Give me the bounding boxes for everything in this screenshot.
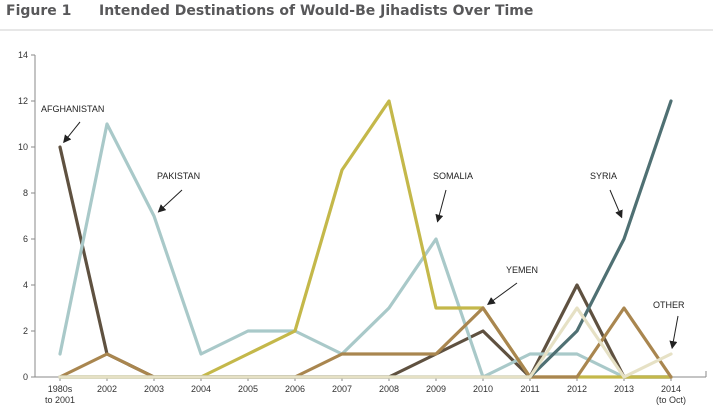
- annotation-arrow-other: [669, 315, 679, 350]
- x-tick-label: 2003: [144, 384, 164, 394]
- chart-annotations: AFGHANISTAN PAKISTAN SOMALIA YEMEN SYRIA OTHE…: [41, 104, 685, 350]
- x-tick-label: 2007: [332, 384, 352, 394]
- annotation-label-afghanistan: AFGHANISTAN: [41, 104, 104, 114]
- y-tick-label: 14: [18, 50, 28, 60]
- y-tick-label: 10: [18, 142, 28, 152]
- chart-axes: 0 2 4 6 8 10 12 14 1980s to 2001 2002 2003 2004 2005 2…: [18, 50, 707, 405]
- x-tick-label: 2014 (to Oct): [656, 384, 686, 405]
- x-tick-label: 2005: [238, 384, 258, 394]
- x-tick-label: 2010: [473, 384, 493, 394]
- y-tick-label: 12: [18, 96, 28, 106]
- x-tick-label: 2011: [520, 384, 539, 394]
- x-tick-label: 2012: [567, 384, 587, 394]
- x-tick-label: 2004: [191, 384, 211, 394]
- annotation-arrow-pakistan: [157, 189, 183, 213]
- series-line-afghanistan: [58, 145, 673, 379]
- annotation-arrow-yemen: [486, 282, 518, 305]
- annotation-label-syria: SYRIA: [590, 171, 617, 181]
- y-tick-label: 0: [23, 372, 28, 382]
- series-line-pakistan: [58, 122, 673, 379]
- x-tick-label: 2006: [285, 384, 305, 394]
- annotation-arrow-syria: [609, 189, 623, 219]
- annotation-label-somalia: SOMALIA: [433, 171, 473, 181]
- chart-series: [58, 99, 673, 379]
- series-line-somalia: [58, 99, 673, 379]
- series-line-syria: [58, 99, 673, 379]
- y-tick-label: 2: [23, 326, 28, 336]
- figure-label: Figure 1: [6, 3, 72, 19]
- annotation-arrow-afghanistan: [63, 121, 81, 144]
- y-tick-label: 6: [23, 234, 28, 244]
- x-tick-label: 1980s to 2001: [45, 384, 75, 405]
- y-tick-label: 4: [23, 280, 28, 290]
- y-tick-label: 8: [23, 188, 28, 198]
- annotation-label-pakistan: PAKISTAN: [157, 171, 200, 181]
- x-tick-label: 2013: [614, 384, 634, 394]
- x-tick-label: 2009: [426, 384, 446, 394]
- annotation-label-other: OTHER: [653, 300, 685, 310]
- series-line-yemen: [58, 306, 673, 379]
- annotation-label-yemen: YEMEN: [506, 265, 538, 275]
- series-line-other: [58, 306, 673, 379]
- x-tick-label: 2002: [97, 384, 117, 394]
- annotation-arrow-somalia: [435, 189, 447, 223]
- x-tick-label: 2008: [379, 384, 399, 394]
- chart-title: Intended Destinations of Would-Be Jihadi…: [99, 3, 534, 19]
